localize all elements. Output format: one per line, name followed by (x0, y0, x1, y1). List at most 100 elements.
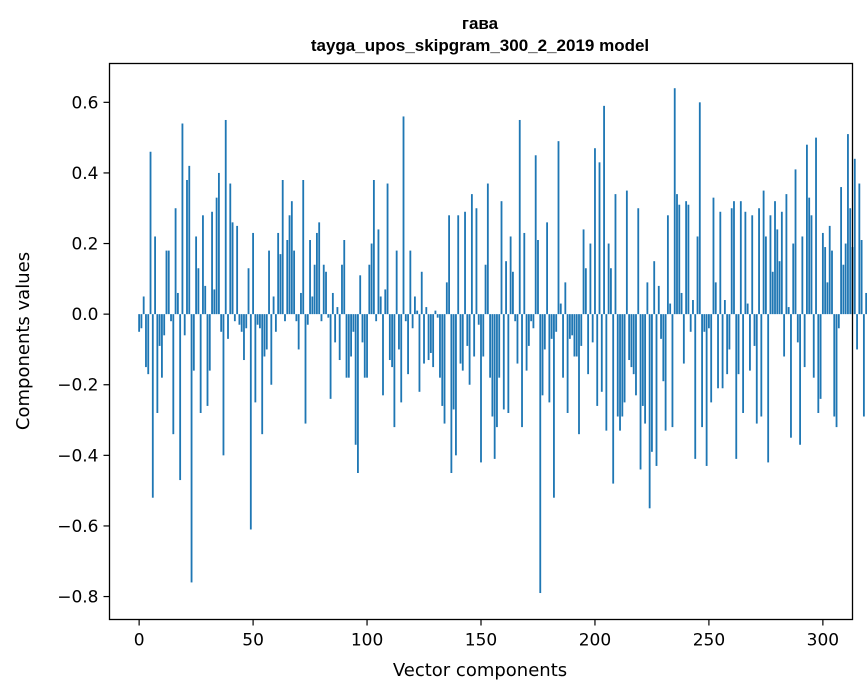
bar (236, 225, 239, 315)
bar (619, 314, 621, 431)
bar (329, 314, 332, 399)
bar (831, 250, 833, 315)
bar (272, 296, 275, 315)
y-tick-label: 0.4 (71, 164, 98, 184)
bar (698, 102, 701, 315)
bar (338, 314, 341, 361)
bar (311, 296, 314, 315)
bar (543, 314, 546, 350)
bar (468, 314, 471, 385)
bar (742, 314, 745, 413)
bar (222, 314, 225, 456)
x-axis-label: Vector components (393, 660, 567, 681)
bar (646, 282, 649, 315)
bar (701, 314, 703, 428)
bar (541, 314, 544, 396)
bar (315, 232, 318, 315)
bar (368, 264, 371, 315)
bar (452, 314, 455, 410)
bar (475, 208, 478, 315)
bar (486, 183, 489, 315)
bar (678, 204, 681, 315)
bar (849, 208, 852, 315)
bar (140, 314, 143, 329)
bar (767, 314, 770, 463)
bar (334, 314, 337, 343)
bar (322, 264, 325, 315)
bar (566, 314, 569, 413)
bar (774, 201, 776, 315)
bar (518, 119, 521, 315)
bar (815, 137, 817, 315)
bar (862, 314, 865, 417)
bar (523, 232, 526, 315)
bar (217, 172, 220, 315)
bar (402, 116, 405, 315)
bar (138, 314, 141, 332)
bar (537, 240, 539, 315)
bar (347, 314, 350, 378)
bar (439, 314, 441, 378)
bar (578, 314, 580, 435)
bar (587, 314, 590, 375)
bar (313, 264, 316, 315)
bar (149, 151, 152, 315)
bar (703, 314, 706, 332)
bar (696, 236, 699, 315)
bar (521, 314, 523, 428)
bar (692, 300, 694, 315)
bar (790, 314, 792, 438)
bar (142, 296, 145, 315)
bar (710, 314, 713, 403)
bar (352, 314, 355, 332)
bar (568, 314, 571, 339)
bar (682, 314, 685, 364)
bar (395, 250, 398, 315)
bar (778, 261, 781, 315)
bar (423, 314, 425, 364)
bar (527, 314, 530, 346)
bar (457, 215, 460, 315)
bar (366, 314, 368, 378)
bar (553, 314, 555, 498)
bar (749, 314, 751, 371)
bar (708, 314, 710, 329)
bar (254, 314, 257, 403)
bar (238, 314, 241, 325)
bar (837, 314, 840, 329)
bar (853, 158, 856, 315)
x-tick-label: 150 (465, 631, 497, 651)
bar (265, 314, 268, 350)
bar (441, 314, 444, 406)
bar (546, 222, 548, 315)
bar (249, 314, 252, 530)
bar (170, 314, 172, 322)
bar (737, 314, 740, 375)
x-tick-label: 300 (807, 631, 839, 651)
bar (484, 264, 487, 315)
bar (372, 180, 375, 315)
bar (224, 119, 227, 315)
bar (575, 314, 578, 357)
bar (379, 296, 382, 315)
bar (712, 197, 715, 315)
bar (655, 314, 658, 466)
bar (705, 314, 708, 466)
bar (432, 314, 435, 368)
bar (746, 303, 749, 315)
bar (755, 314, 758, 424)
bar (689, 314, 692, 332)
bar (245, 314, 248, 329)
bar (227, 314, 229, 339)
chart-title: гава (462, 14, 499, 33)
bar (181, 123, 184, 315)
bar (664, 314, 667, 431)
bar (719, 211, 722, 315)
bar (591, 314, 594, 343)
bar (384, 289, 387, 315)
bar (345, 314, 348, 378)
bar (261, 314, 264, 435)
bar (429, 314, 432, 353)
bar (589, 243, 592, 315)
bar (550, 314, 553, 339)
